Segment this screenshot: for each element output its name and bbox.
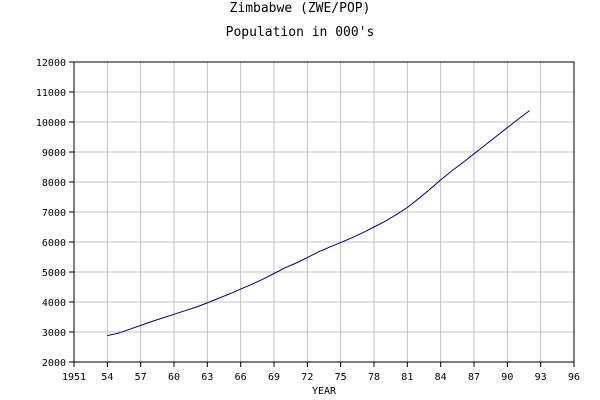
x-tick-label: 90 [501, 372, 513, 383]
x-tick-label: 93 [535, 372, 547, 383]
y-tick-label: 11000 [36, 88, 66, 99]
series-line [107, 110, 530, 337]
x-tick-label: 60 [168, 372, 180, 383]
y-tick-label: 5000 [42, 268, 66, 279]
y-tick-label: 6000 [42, 238, 66, 249]
x-tick-label: 72 [301, 372, 313, 383]
y-tick-label: 4000 [42, 298, 66, 309]
x-tick-label: 54 [101, 372, 113, 383]
x-tick-label: 63 [201, 372, 213, 383]
x-axis-label: YEAR [312, 386, 337, 397]
y-axis: 2000 3000 4000 5000 6000 7000 8000 9000 10000 110… [36, 58, 74, 369]
y-tick-label: 10000 [36, 118, 66, 129]
y-tick-label: 2000 [42, 358, 66, 369]
x-tick-label: 96 [568, 372, 580, 383]
chart-title: Zimbabwe (ZWE/POP) [229, 1, 371, 16]
x-axis: 1951 54 57 60 63 66 69 72 75 78 81 84 87 90 93 96 [62, 362, 580, 383]
y-tick-label: 7000 [42, 208, 66, 219]
x-tick-label: 78 [368, 372, 380, 383]
x-tick-label: 1951 [62, 372, 86, 383]
y-tick-label: 3000 [42, 328, 66, 339]
x-tick-label: 75 [335, 372, 347, 383]
x-tick-label: 87 [468, 372, 480, 383]
gridlines [73, 61, 575, 363]
y-tick-label: 12000 [36, 58, 66, 69]
x-tick-label: 57 [135, 372, 147, 383]
x-tick-label: 66 [235, 372, 247, 383]
y-tick-label: 8000 [42, 178, 66, 189]
chart-subtitle: Population in 000's [225, 25, 375, 40]
x-tick-label: 81 [401, 372, 413, 383]
y-tick-label: 9000 [42, 148, 66, 159]
x-tick-label: 69 [268, 372, 280, 383]
x-tick-label: 84 [435, 372, 447, 383]
